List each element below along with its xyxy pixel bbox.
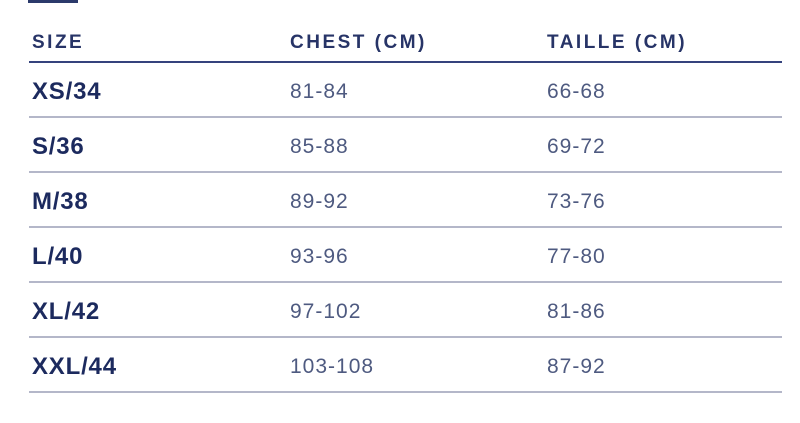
size-cell: S/36 [32,132,85,160]
chest-cell: 97-102 [290,300,362,323]
table-row: XS/34 81-84 66-68 [29,63,782,118]
column-header-size: SIZE [32,32,85,53]
size-cell: M/38 [32,187,89,215]
size-cell: XS/34 [32,77,102,105]
chest-cell: 103-108 [290,355,375,378]
top-edge-cropped-line [28,0,78,3]
taille-cell: 81-86 [547,300,606,323]
table-row: L/40 93-96 77-80 [29,228,782,283]
chest-cell: 85-88 [290,135,349,158]
size-cell: XXL/44 [32,352,117,380]
taille-cell: 87-92 [547,355,606,378]
table-row: S/36 85-88 69-72 [29,118,782,173]
taille-cell: 69-72 [547,135,606,158]
table-row: XL/42 97-102 81-86 [29,283,782,338]
taille-cell: 73-76 [547,190,606,213]
size-cell: L/40 [32,242,84,270]
column-header-chest: CHEST (CM) [290,32,427,53]
column-header-taille: TAILLE (CM) [547,32,688,53]
size-cell: XL/42 [32,297,101,325]
table-row: M/38 89-92 73-76 [29,173,782,228]
chest-cell: 93-96 [290,245,349,268]
chest-cell: 89-92 [290,190,349,213]
table-row: XXL/44 103-108 87-92 [29,338,782,393]
size-table: SIZE CHEST (CM) TAILLE (CM) XS/34 81-84 66… [29,0,782,393]
table-header-row: SIZE CHEST (CM) TAILLE (CM) [29,0,782,63]
table-body: XS/34 81-84 66-68 S/36 85-88 69-72 M/38 89-92 73… [29,63,782,393]
taille-cell: 66-68 [547,80,606,103]
chest-cell: 81-84 [290,80,349,103]
taille-cell: 77-80 [547,245,606,268]
